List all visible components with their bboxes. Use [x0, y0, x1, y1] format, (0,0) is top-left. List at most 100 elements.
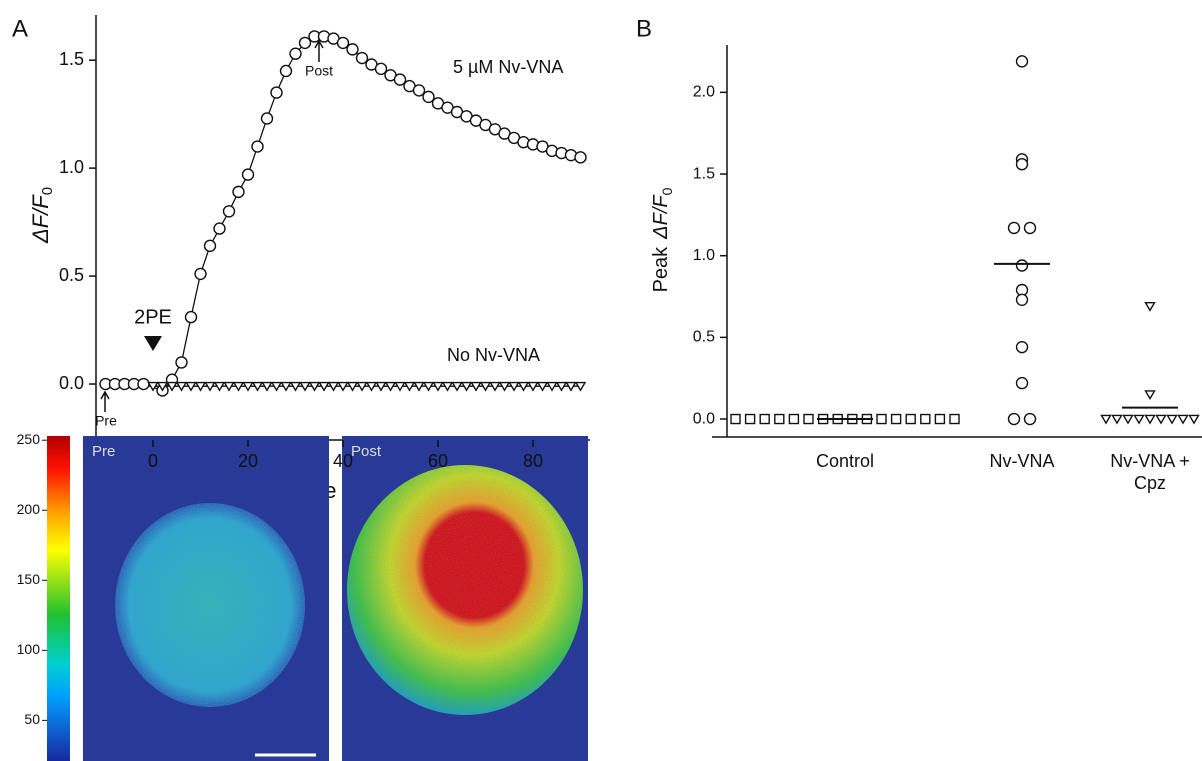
point: [156, 381, 169, 392]
point: [403, 381, 416, 392]
point: [508, 381, 520, 392]
point: [280, 381, 292, 392]
annotation: Post: [305, 63, 333, 79]
point: [308, 381, 321, 392]
x-tick-label-box: Nv-VNA: [989, 451, 1055, 471]
point: [574, 381, 587, 392]
x-tick-label: 0: [148, 451, 158, 471]
point: [299, 381, 311, 392]
point: [876, 413, 887, 425]
annotation: 5 µM Nv-VNA: [453, 57, 563, 77]
image-label: Post: [351, 443, 382, 460]
point: [555, 381, 568, 392]
point: [318, 381, 330, 392]
point: [270, 381, 283, 392]
y-axis-label-main: ΔF/F: [28, 194, 53, 244]
x-tick-label: Nv-VNA + Cpz: [1110, 451, 1190, 493]
point: [1177, 414, 1189, 425]
point: [1122, 414, 1134, 425]
noise: [115, 503, 305, 707]
point: [232, 381, 245, 392]
point: [261, 381, 273, 392]
image-label: Pre: [92, 443, 115, 460]
point: [260, 112, 274, 125]
point: [1007, 412, 1021, 426]
point: [137, 377, 150, 391]
y-tick-label: 0.0: [59, 373, 84, 393]
point: [394, 381, 406, 392]
point: [451, 381, 463, 392]
y-axis-label-main: Peak: [650, 246, 672, 293]
point: [374, 62, 388, 76]
point: [251, 381, 264, 392]
point: [413, 381, 425, 392]
point: [460, 381, 473, 392]
x-tick-label: 60: [428, 451, 448, 471]
point: [422, 381, 435, 392]
point: [788, 413, 800, 425]
point: [920, 413, 931, 425]
point: [565, 381, 577, 392]
point: [1188, 414, 1200, 425]
noise: [347, 465, 583, 715]
point: [432, 381, 444, 392]
point: [574, 151, 587, 164]
point: [1015, 158, 1029, 171]
point: [1166, 414, 1178, 425]
point: [365, 381, 378, 392]
point: [279, 64, 293, 78]
y-tick-label: 0.0: [693, 410, 715, 427]
x-tick-label: Nv-VNA: [989, 451, 1055, 471]
colorbar: [47, 436, 70, 761]
colorbar-tick-label: 150: [17, 571, 41, 587]
point: [479, 381, 492, 392]
point: [759, 413, 770, 425]
line: [105, 35, 581, 392]
point: [422, 90, 435, 104]
x-tick-label: 40: [333, 451, 353, 471]
point: [242, 381, 254, 392]
x-tick-label: 20: [238, 451, 258, 471]
y-axis-label-sub: 0: [39, 187, 56, 195]
point: [393, 73, 407, 86]
point: [337, 381, 349, 392]
colorbar-tick-label: 100: [17, 641, 41, 657]
point: [327, 381, 340, 392]
point: [1023, 412, 1037, 426]
x-tick-label: 80: [523, 451, 543, 471]
point: [1015, 259, 1029, 272]
y-axis-label-sub: 0: [659, 187, 675, 195]
point: [441, 381, 454, 392]
y-tick-label: 2.0: [693, 84, 715, 101]
point: [147, 381, 159, 392]
point: [204, 381, 216, 392]
point: [375, 381, 387, 392]
point: [194, 381, 207, 392]
point: [175, 381, 188, 392]
panel-label: A: [12, 15, 28, 42]
y-tick-label: 0.5: [693, 329, 715, 346]
y-tick-label: 0.5: [59, 265, 84, 285]
point: [489, 381, 501, 392]
point: [1015, 376, 1029, 390]
colorbar-tick-label: 200: [17, 501, 41, 517]
point: [203, 239, 217, 253]
point: [1144, 302, 1156, 312]
point: [346, 43, 359, 56]
point: [346, 381, 359, 392]
point: [356, 381, 368, 392]
point: [194, 267, 207, 281]
point: [222, 205, 236, 218]
point: [241, 168, 255, 181]
point: [1144, 390, 1156, 400]
point: [498, 381, 511, 392]
point: [185, 381, 197, 392]
point: [384, 381, 397, 392]
post-arrow: [314, 39, 324, 62]
point: [289, 47, 302, 60]
point: [184, 310, 198, 324]
point: [336, 36, 350, 50]
point: [1155, 414, 1167, 425]
annotation: No Nv-VNA: [447, 345, 540, 365]
